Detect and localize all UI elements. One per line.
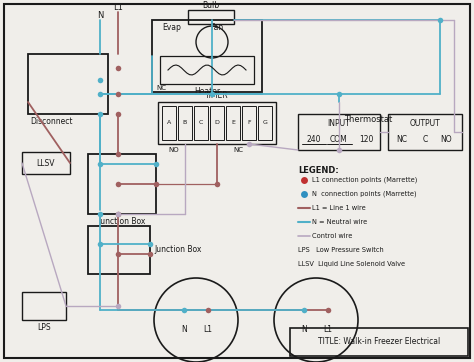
- Bar: [298, 114, 380, 150]
- Text: LLSV: LLSV: [37, 159, 55, 168]
- Text: L1: L1: [113, 4, 123, 13]
- Bar: [194, 106, 208, 140]
- Text: Junction Box: Junction Box: [154, 245, 201, 254]
- Bar: [258, 106, 272, 140]
- Text: TIMER: TIMER: [205, 92, 229, 101]
- Text: Fan: Fan: [210, 24, 224, 33]
- Text: OUTPUT: OUTPUT: [410, 119, 440, 129]
- Text: Disconnect: Disconnect: [30, 118, 73, 126]
- Text: NC: NC: [396, 135, 408, 144]
- Text: LPS   Low Pressure Switch: LPS Low Pressure Switch: [298, 247, 384, 253]
- Text: LPS: LPS: [37, 324, 51, 333]
- Text: INPUT: INPUT: [328, 119, 350, 129]
- Text: L1: L1: [203, 325, 212, 334]
- Bar: [22, 152, 70, 174]
- Text: 240: 240: [307, 135, 321, 144]
- Text: COM: COM: [330, 135, 348, 144]
- Text: C: C: [199, 121, 203, 126]
- Text: N: N: [97, 12, 103, 21]
- Text: N = Neutral wire: N = Neutral wire: [312, 219, 367, 225]
- Text: Bulb: Bulb: [202, 0, 219, 9]
- Bar: [242, 106, 256, 140]
- Text: L1 = Line 1 wire: L1 = Line 1 wire: [312, 205, 366, 211]
- Bar: [160, 56, 254, 84]
- Text: Control wire: Control wire: [312, 233, 352, 239]
- Text: D: D: [215, 121, 219, 126]
- Text: NC: NC: [233, 147, 243, 153]
- Bar: [88, 154, 156, 214]
- Bar: [226, 106, 240, 140]
- Bar: [290, 328, 468, 356]
- Bar: [88, 226, 150, 274]
- Text: Junction Box: Junction Box: [98, 218, 146, 227]
- Text: Heater: Heater: [194, 88, 220, 97]
- Bar: [388, 114, 462, 150]
- Text: Evap: Evap: [163, 24, 182, 33]
- Bar: [152, 20, 262, 92]
- Text: A: A: [167, 121, 171, 126]
- Text: G: G: [263, 121, 267, 126]
- Text: E: E: [231, 121, 235, 126]
- Text: TITLE: Walk-in Freezer Electrical: TITLE: Walk-in Freezer Electrical: [318, 337, 440, 346]
- Text: NO: NO: [440, 135, 452, 144]
- Text: B: B: [183, 121, 187, 126]
- Text: Thermostat: Thermostat: [344, 115, 392, 125]
- Text: N  connection points (Marrette): N connection points (Marrette): [312, 191, 417, 197]
- Text: L1: L1: [323, 325, 332, 334]
- Text: NO: NO: [169, 147, 179, 153]
- Text: N: N: [301, 325, 307, 334]
- Text: NC: NC: [156, 85, 166, 91]
- Bar: [28, 54, 108, 114]
- Text: C: C: [422, 135, 428, 144]
- Bar: [22, 292, 66, 320]
- Text: L1 connection points (Marrette): L1 connection points (Marrette): [312, 177, 418, 183]
- Bar: [178, 106, 192, 140]
- Bar: [158, 102, 276, 144]
- Bar: [188, 10, 234, 24]
- Bar: [162, 106, 176, 140]
- Text: LLSV  Liquid Line Solenoid Valve: LLSV Liquid Line Solenoid Valve: [298, 261, 405, 267]
- Bar: [210, 106, 224, 140]
- Text: N: N: [181, 325, 187, 334]
- Text: 120: 120: [359, 135, 373, 144]
- Text: F: F: [247, 121, 251, 126]
- Text: LEGEND:: LEGEND:: [298, 166, 339, 175]
